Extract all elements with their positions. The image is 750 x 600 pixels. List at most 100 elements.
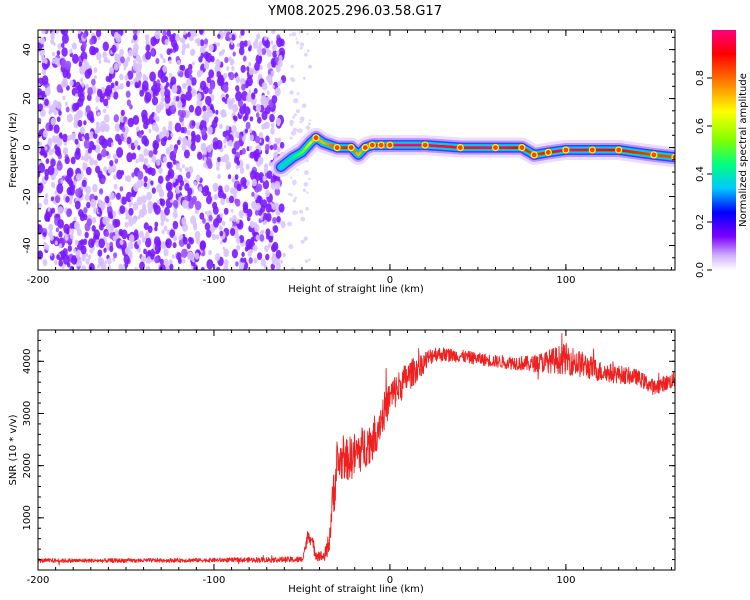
noise-blob xyxy=(206,82,209,88)
noise-blob xyxy=(38,103,43,112)
noise-blob xyxy=(56,116,61,122)
noise-blob xyxy=(153,148,158,155)
noise-blob xyxy=(305,125,311,130)
noise-blob xyxy=(130,80,134,85)
noise-blob xyxy=(267,90,270,95)
snr-xlabel: Height of straight line (km) xyxy=(288,584,424,595)
noise-blob xyxy=(41,30,46,34)
noise-blob xyxy=(44,193,49,199)
noise-blob xyxy=(189,74,193,81)
noise-blob xyxy=(154,255,160,264)
noise-blob xyxy=(262,175,267,182)
noise-blob xyxy=(265,135,270,142)
spectrogram-frame xyxy=(37,29,676,271)
noise-blob xyxy=(214,253,221,262)
noise-blob xyxy=(245,121,251,130)
noise-blob xyxy=(300,239,305,244)
noise-blob xyxy=(203,185,210,194)
noise-blob xyxy=(199,241,206,251)
noise-blob xyxy=(187,251,194,261)
noise-blob xyxy=(143,182,148,188)
noise-blob xyxy=(266,75,270,81)
noise-blob xyxy=(67,245,73,252)
noise-blob xyxy=(212,201,218,210)
noise-blob xyxy=(66,230,70,235)
noise-blob xyxy=(51,181,56,189)
noise-blob xyxy=(107,211,113,219)
noise-blob xyxy=(230,208,234,213)
noise-blob xyxy=(199,45,206,55)
noise-blob xyxy=(81,155,84,161)
noise-blob xyxy=(119,48,124,56)
noise-blob xyxy=(76,102,80,108)
noise-blob xyxy=(62,95,66,101)
noise-blob xyxy=(248,145,253,151)
noise-blob xyxy=(54,195,61,204)
noise-blob xyxy=(134,267,138,270)
noise-blob xyxy=(177,100,183,109)
noise-blob xyxy=(50,117,56,126)
ridge-point xyxy=(650,151,658,159)
x-tick-label: 0 xyxy=(387,575,393,586)
noise-blob xyxy=(60,179,64,184)
noise-blob xyxy=(147,167,153,175)
noise-blob xyxy=(222,84,229,92)
noise-blob xyxy=(245,163,250,170)
noise-blob xyxy=(272,84,275,89)
noise-blob xyxy=(155,58,160,65)
noise-blob xyxy=(261,48,267,56)
noise-blob xyxy=(103,98,109,107)
noise-blob xyxy=(223,259,229,267)
noise-blob xyxy=(61,30,69,36)
noise-blob xyxy=(140,255,146,264)
noise-blob xyxy=(231,249,238,259)
noise-blob xyxy=(263,219,267,225)
noise-blob xyxy=(219,230,224,237)
noise-blob xyxy=(270,127,275,135)
noise-blob xyxy=(156,199,160,205)
noise-blob xyxy=(47,86,51,91)
noise-blob xyxy=(120,56,125,64)
noise-blob xyxy=(121,126,126,133)
noise-blob xyxy=(204,222,211,231)
noise-blob xyxy=(42,259,48,267)
noise-blob xyxy=(91,225,96,232)
noise-blob xyxy=(44,168,50,177)
noise-blob xyxy=(147,164,150,169)
noise-blob xyxy=(185,78,192,87)
noise-blob xyxy=(83,58,87,64)
noise-blob xyxy=(203,38,209,45)
noise-blob xyxy=(46,217,51,222)
noise-blob xyxy=(170,104,176,114)
noise-blob xyxy=(246,208,253,218)
noise-blob xyxy=(279,141,285,149)
noise-blob xyxy=(62,254,70,265)
noise-blob xyxy=(62,133,68,143)
noise-blob xyxy=(179,185,183,191)
noise-blob xyxy=(172,84,178,93)
noise-blob xyxy=(130,196,133,201)
noise-blob xyxy=(127,70,134,80)
noise-blob xyxy=(113,252,118,259)
noise-blob xyxy=(308,119,312,122)
noise-blob xyxy=(119,186,124,192)
noise-blob xyxy=(293,98,299,104)
noise-blob xyxy=(265,253,270,261)
noise-blob xyxy=(160,213,167,223)
noise-blob xyxy=(201,142,206,149)
noise-blob xyxy=(180,109,187,119)
noise-blob xyxy=(234,198,238,204)
noise-blob xyxy=(306,49,310,53)
noise-blob xyxy=(165,238,173,249)
noise-blob xyxy=(138,230,144,238)
noise-blob xyxy=(100,262,107,270)
noise-blob xyxy=(303,236,308,241)
noise-blob xyxy=(51,58,56,64)
noise-blob xyxy=(95,30,102,38)
noise-blob xyxy=(267,242,271,248)
noise-blob xyxy=(207,126,213,135)
noise-blob xyxy=(85,166,92,176)
noise-blob xyxy=(64,156,70,165)
noise-blob xyxy=(94,195,98,201)
noise-blob xyxy=(172,242,177,249)
